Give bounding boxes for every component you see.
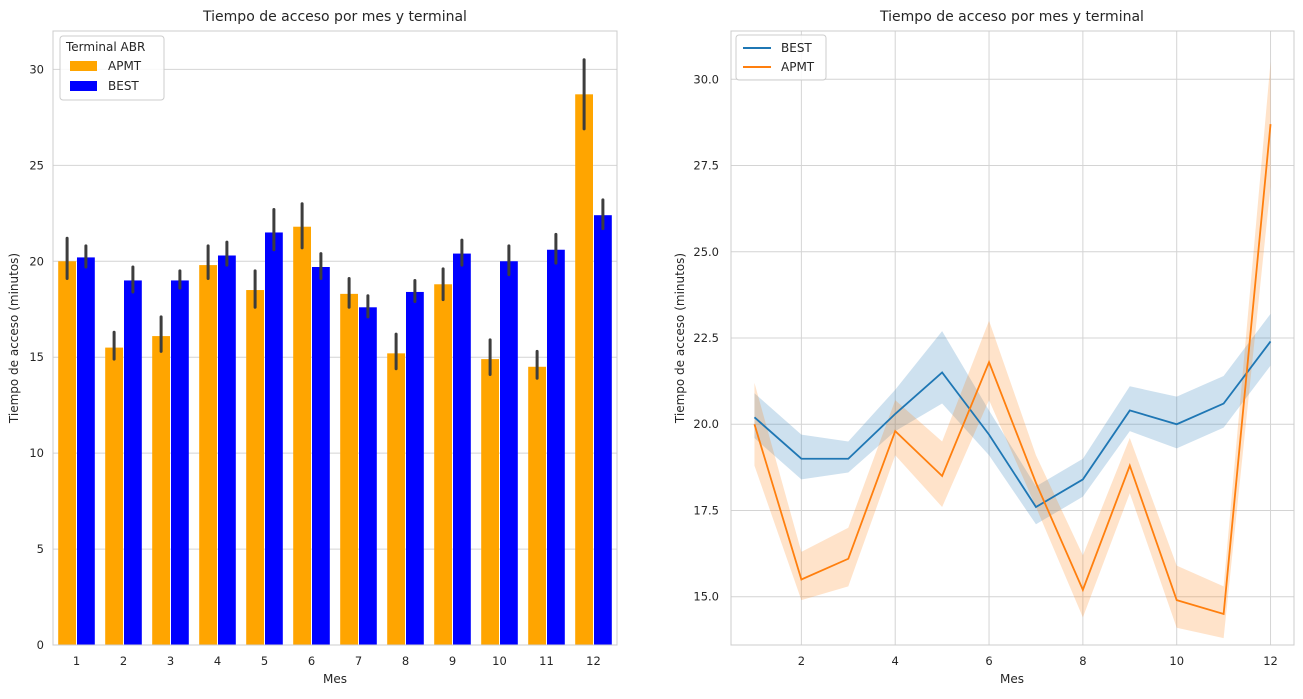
bar-ytick-label: 10 bbox=[29, 446, 44, 460]
bar-chart-frame bbox=[52, 30, 618, 646]
bar-xtick-label: 6 bbox=[308, 654, 315, 668]
bar-xtick-label: 8 bbox=[402, 654, 409, 668]
bar-best-6 bbox=[312, 267, 330, 645]
line-xtick-label: 2 bbox=[798, 654, 805, 668]
legend-label-apmt: APMT bbox=[781, 60, 815, 74]
ci-band-best bbox=[754, 313, 1271, 525]
line-xtick-label: 4 bbox=[892, 654, 899, 668]
line-ytick-label: 17.5 bbox=[693, 503, 719, 517]
bar-apmt-6 bbox=[293, 226, 311, 645]
bar-apmt-8 bbox=[387, 353, 405, 645]
bar-apmt-3 bbox=[152, 336, 170, 645]
bar-best-1 bbox=[77, 257, 95, 645]
line-chart-legend: BEST APMT bbox=[735, 34, 827, 81]
bar-chart-ylabel: Tiempo de acceso (minutos) bbox=[7, 253, 21, 424]
line-chart-ylabel: Tiempo de acceso (minutos) bbox=[673, 253, 687, 424]
bar-ytick-label: 5 bbox=[37, 542, 44, 556]
bar-xtick-label: 3 bbox=[167, 654, 174, 668]
bar-xtick-label: 10 bbox=[492, 654, 507, 668]
bar-best-10 bbox=[500, 261, 518, 645]
line-xtick-label: 6 bbox=[985, 654, 992, 668]
bar-apmt-2 bbox=[105, 347, 123, 645]
bar-best-8 bbox=[406, 291, 424, 645]
bar-ytick-label: 30 bbox=[29, 62, 44, 76]
bar-xtick-label: 7 bbox=[355, 654, 362, 668]
bar-ytick-label: 0 bbox=[37, 638, 44, 652]
bar-best-12 bbox=[594, 215, 612, 645]
bar-xtick-label: 9 bbox=[449, 654, 456, 668]
bar-apmt-11 bbox=[528, 366, 546, 645]
line-ytick-label: 15.0 bbox=[693, 590, 719, 604]
bar-xtick-label: 5 bbox=[261, 654, 268, 668]
bar-xtick-label: 2 bbox=[120, 654, 127, 668]
line-ytick-label: 22.5 bbox=[693, 331, 719, 345]
bar-best-4 bbox=[218, 255, 236, 645]
bar-xtick-label: 12 bbox=[586, 654, 601, 668]
line-xtick-label: 12 bbox=[1263, 654, 1278, 668]
line-xtick-label: 8 bbox=[1079, 654, 1086, 668]
series-line-best bbox=[753, 340, 1272, 509]
series-line-apmt bbox=[753, 124, 1272, 616]
bar-xtick-label: 1 bbox=[73, 654, 80, 668]
legend-label-best: BEST bbox=[781, 41, 812, 55]
line-chart-frame bbox=[730, 30, 1295, 646]
bar-best-7 bbox=[359, 307, 377, 645]
bar-apmt-9 bbox=[434, 284, 452, 645]
legend-swatch-best bbox=[70, 81, 97, 91]
legend-box bbox=[735, 34, 827, 81]
legend-swatch-apmt bbox=[70, 61, 97, 71]
legend-label-best: BEST bbox=[108, 79, 139, 93]
bar-apmt-10 bbox=[481, 359, 499, 645]
line-ytick-label: 20.0 bbox=[693, 417, 719, 431]
bar-apmt-4 bbox=[199, 265, 217, 645]
line-chart-xlabel: Mes bbox=[1000, 672, 1024, 686]
bar-chart-title: Tiempo de acceso por mes y terminal bbox=[202, 9, 467, 25]
bar-best-5 bbox=[265, 232, 283, 645]
bar-apmt-5 bbox=[246, 290, 264, 645]
line-ytick-label: 25.0 bbox=[693, 245, 719, 259]
line-ytick-label: 27.5 bbox=[693, 159, 719, 173]
bar-best-11 bbox=[547, 249, 565, 646]
bar-ytick-label: 20 bbox=[29, 254, 44, 268]
bar-best-9 bbox=[453, 253, 471, 645]
bar-apmt-7 bbox=[340, 293, 358, 645]
legend-label-apmt: APMT bbox=[108, 59, 142, 73]
ci-band-apmt bbox=[754, 62, 1271, 639]
bar-chart-xlabel: Mes bbox=[323, 672, 347, 686]
line-chart-title: Tiempo de acceso por mes y terminal bbox=[879, 9, 1144, 25]
line-chart: Tiempo de acceso por mes y terminal Mes … bbox=[673, 9, 1295, 686]
bar-best-2 bbox=[124, 280, 142, 645]
bar-apmt-1 bbox=[58, 261, 76, 645]
bar-ytick-label: 15 bbox=[29, 350, 44, 364]
line-ytick-label: 30.0 bbox=[693, 72, 719, 86]
legend-title: Terminal ABR bbox=[65, 40, 145, 54]
bar-best-3 bbox=[171, 280, 189, 645]
bar-xtick-label: 11 bbox=[539, 654, 554, 668]
line-xtick-label: 10 bbox=[1169, 654, 1184, 668]
bar-ytick-label: 25 bbox=[29, 158, 44, 172]
bar-xtick-label: 4 bbox=[214, 654, 221, 668]
bar-chart-legend: Terminal ABR APMT BEST bbox=[59, 35, 165, 101]
bar-apmt-12 bbox=[575, 94, 593, 646]
bar-chart: Tiempo de acceso por mes y terminal Mes … bbox=[7, 9, 618, 686]
